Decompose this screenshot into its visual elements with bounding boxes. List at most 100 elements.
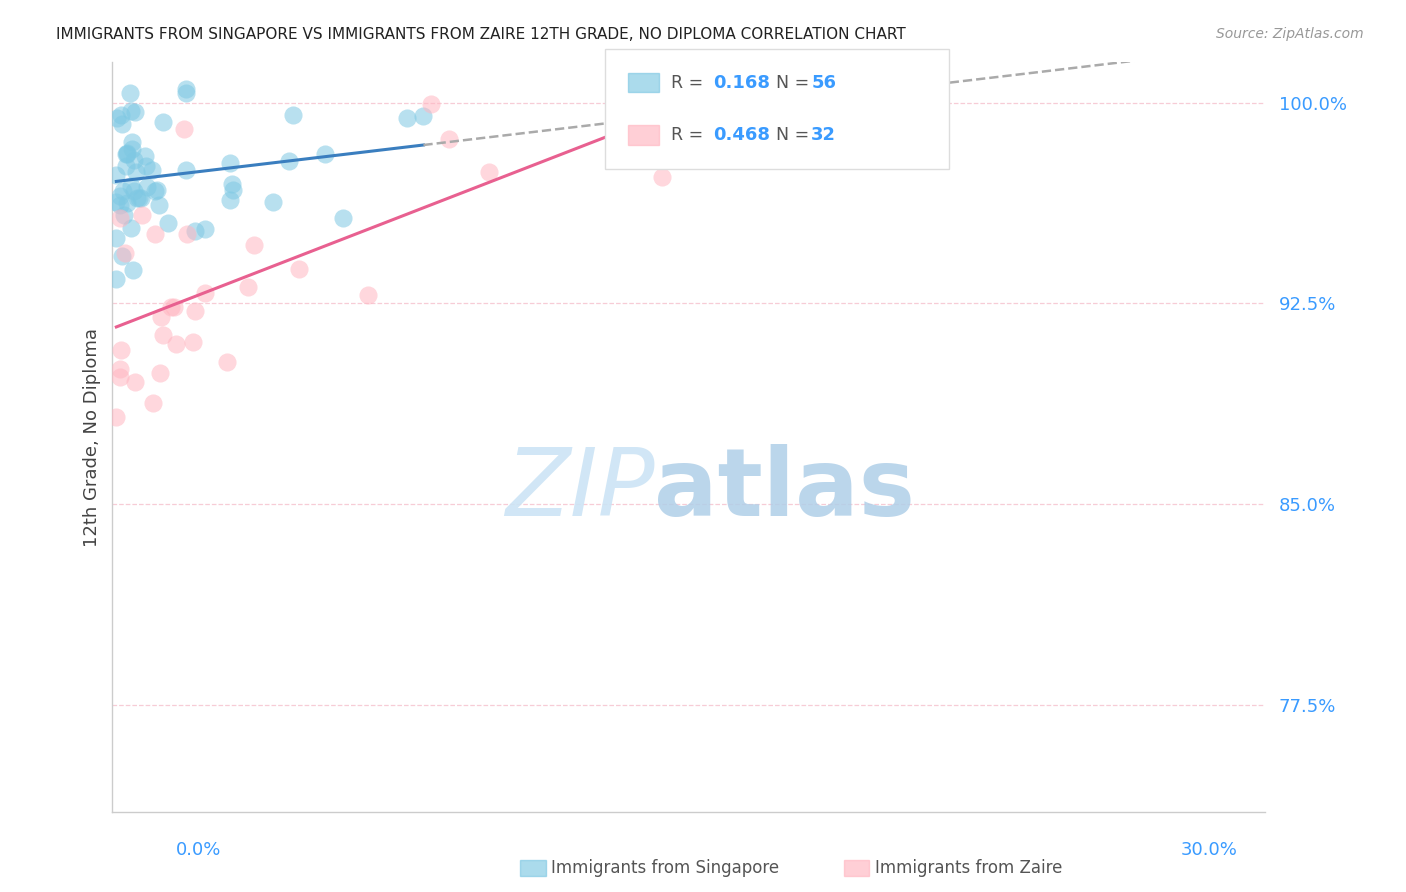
Point <box>143 227 166 241</box>
Point <box>149 366 172 380</box>
Text: 30.0%: 30.0% <box>1181 841 1237 859</box>
Point <box>128 191 150 205</box>
Point <box>176 227 198 241</box>
Point <box>108 362 131 376</box>
Point <box>105 168 128 182</box>
Point <box>131 208 153 222</box>
Point <box>194 286 217 301</box>
Point <box>121 143 143 157</box>
Point <box>125 190 148 204</box>
Point <box>105 231 128 245</box>
Point <box>146 183 169 197</box>
Point <box>419 96 441 111</box>
Point <box>181 335 204 350</box>
Point <box>115 146 138 161</box>
Point <box>160 300 183 314</box>
Point <box>108 189 131 203</box>
Point <box>332 211 354 225</box>
Text: Source: ZipAtlas.com: Source: ZipAtlas.com <box>1216 27 1364 41</box>
Point <box>120 178 142 193</box>
Point <box>243 237 266 252</box>
Point <box>157 216 180 230</box>
Point <box>184 303 207 318</box>
Point <box>115 147 138 161</box>
Point <box>150 310 173 324</box>
Point <box>278 154 301 169</box>
Point <box>111 249 134 263</box>
Point <box>129 191 152 205</box>
Point <box>105 111 128 125</box>
Point <box>439 132 461 146</box>
Text: Immigrants from Zaire: Immigrants from Zaire <box>875 859 1062 877</box>
Point <box>111 117 134 131</box>
Point <box>141 162 163 177</box>
Point <box>125 165 148 179</box>
Point <box>262 194 284 209</box>
Point <box>124 375 146 389</box>
Point <box>148 198 170 212</box>
Point <box>121 135 143 149</box>
Point <box>194 222 217 236</box>
Text: Immigrants from Singapore: Immigrants from Singapore <box>551 859 779 877</box>
Text: atlas: atlas <box>654 443 915 535</box>
Point <box>105 195 128 210</box>
Point <box>114 246 136 260</box>
Point <box>218 156 240 170</box>
Point <box>165 337 187 351</box>
Point <box>122 263 145 277</box>
Text: 0.0%: 0.0% <box>176 841 221 859</box>
Point <box>357 288 380 302</box>
Point <box>134 149 156 163</box>
Y-axis label: 12th Grade, No Diploma: 12th Grade, No Diploma <box>83 327 101 547</box>
Text: IMMIGRANTS FROM SINGAPORE VS IMMIGRANTS FROM ZAIRE 12TH GRADE, NO DIPLOMA CORREL: IMMIGRANTS FROM SINGAPORE VS IMMIGRANTS … <box>56 27 905 42</box>
Text: 0.168: 0.168 <box>713 74 770 92</box>
Point <box>174 163 197 178</box>
Point <box>314 147 336 161</box>
Point <box>122 184 145 198</box>
Point <box>105 409 128 424</box>
Point <box>124 104 146 119</box>
Point <box>112 208 135 222</box>
Point <box>716 82 738 96</box>
Point <box>288 261 311 276</box>
Point <box>115 146 138 161</box>
Text: R =: R = <box>671 74 709 92</box>
Point <box>730 82 752 96</box>
Point <box>108 198 131 212</box>
Text: ZIP: ZIP <box>505 444 654 535</box>
Point <box>176 87 198 101</box>
Text: 0.468: 0.468 <box>713 127 770 145</box>
Point <box>395 111 418 125</box>
Point <box>651 170 673 185</box>
Text: 56: 56 <box>811 74 837 92</box>
Point <box>222 183 245 197</box>
Point <box>108 211 131 225</box>
Point <box>115 196 138 211</box>
Point <box>283 108 305 122</box>
Point <box>108 369 131 384</box>
Point <box>136 179 159 194</box>
Point <box>238 280 260 294</box>
Point <box>142 396 165 410</box>
Point <box>478 165 501 179</box>
Point <box>120 86 142 100</box>
Point <box>173 122 195 136</box>
Point <box>120 220 142 235</box>
Point <box>163 300 186 314</box>
Point <box>110 108 132 122</box>
Point <box>184 224 207 238</box>
Point <box>115 159 138 173</box>
Text: N =: N = <box>776 127 815 145</box>
Point <box>143 184 166 198</box>
Point <box>120 104 142 119</box>
Point <box>412 109 434 123</box>
Point <box>110 343 132 357</box>
Text: R =: R = <box>671 127 709 145</box>
Text: 32: 32 <box>811 127 837 145</box>
Text: N =: N = <box>776 74 815 92</box>
Point <box>221 177 243 191</box>
Point <box>215 355 238 369</box>
Point <box>135 159 157 173</box>
Point <box>174 82 197 96</box>
Point <box>105 272 128 286</box>
